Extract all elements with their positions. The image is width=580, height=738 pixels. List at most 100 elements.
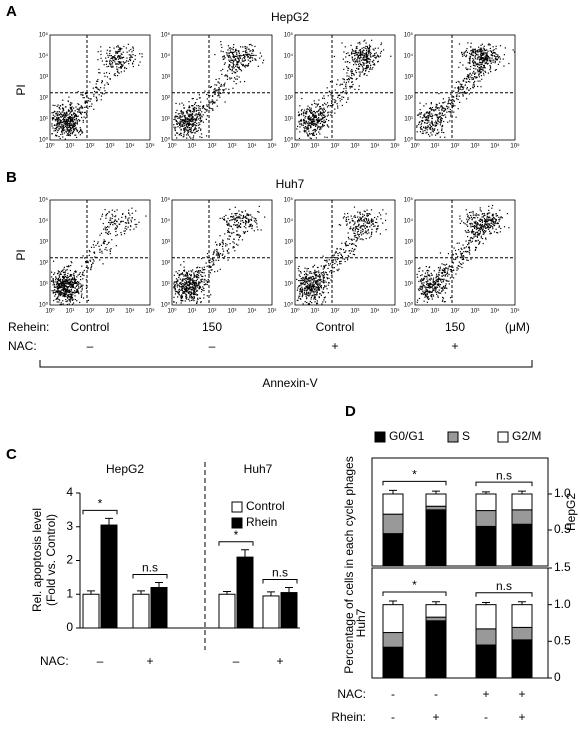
- dot: [359, 63, 360, 64]
- treatment-label: Control: [316, 320, 355, 334]
- dot: [354, 89, 355, 90]
- dot: [420, 116, 421, 117]
- dot: [475, 55, 476, 56]
- dot: [93, 247, 94, 248]
- dot: [365, 48, 366, 49]
- dot: [355, 226, 356, 227]
- dot: [472, 61, 473, 62]
- dot: [239, 57, 240, 58]
- dot: [429, 127, 430, 128]
- dot: [66, 131, 67, 132]
- dot: [70, 129, 71, 130]
- dot: [464, 55, 465, 56]
- dot: [227, 238, 228, 239]
- dot: [67, 304, 68, 305]
- dot: [73, 273, 74, 274]
- dot: [192, 124, 193, 125]
- dot: [174, 116, 175, 117]
- dot: [362, 62, 363, 63]
- dot: [356, 52, 357, 53]
- dot: [365, 228, 366, 229]
- dot: [100, 46, 101, 47]
- dot: [66, 115, 67, 116]
- dot: [66, 277, 67, 278]
- dot: [190, 279, 191, 280]
- dot: [340, 248, 341, 249]
- dot: [66, 127, 67, 128]
- dot: [194, 282, 195, 283]
- dot: [61, 124, 62, 125]
- dot: [131, 56, 132, 57]
- dot: [182, 293, 183, 294]
- dot: [234, 77, 235, 78]
- dot: [319, 287, 320, 288]
- dot: [343, 69, 344, 70]
- dot: [486, 59, 487, 60]
- dot: [109, 249, 110, 250]
- dot: [57, 106, 58, 107]
- dot: [96, 83, 97, 84]
- dot: [107, 226, 108, 227]
- dot: [473, 82, 474, 83]
- dot: [194, 107, 195, 108]
- dot: [193, 293, 194, 294]
- dot: [352, 218, 353, 219]
- dot: [103, 223, 104, 224]
- dot: [67, 281, 68, 282]
- dot: [191, 271, 192, 272]
- dot: [427, 125, 428, 126]
- dot: [107, 55, 108, 56]
- dot: [332, 225, 333, 226]
- dot: [232, 52, 233, 53]
- dot: [192, 126, 193, 127]
- dot: [58, 126, 59, 127]
- dot: [73, 284, 74, 285]
- dot: [431, 121, 432, 122]
- dot: [467, 222, 468, 223]
- dot: [348, 255, 349, 256]
- dot: [244, 233, 245, 234]
- dot: [353, 53, 354, 54]
- dot: [239, 234, 240, 235]
- dot: [189, 123, 190, 124]
- dot: [182, 114, 183, 115]
- dot: [238, 239, 239, 240]
- dot: [313, 129, 314, 130]
- dot: [424, 116, 425, 117]
- dot: [68, 280, 69, 281]
- dot: [447, 103, 448, 104]
- dot: [127, 52, 128, 53]
- dot: [485, 50, 486, 51]
- dot: [217, 255, 218, 256]
- dot: [372, 55, 373, 56]
- dot: [316, 294, 317, 295]
- dot: [234, 222, 235, 223]
- dot: [339, 85, 340, 86]
- dot: [303, 282, 304, 283]
- dot: [231, 219, 232, 220]
- dot: [183, 261, 184, 262]
- dot: [462, 56, 463, 57]
- dot: [57, 111, 58, 112]
- dot: [337, 259, 338, 260]
- dot: [491, 60, 492, 61]
- dot: [318, 286, 319, 287]
- dot: [359, 217, 360, 218]
- dot: [360, 238, 361, 239]
- dot: [199, 110, 200, 111]
- y-tick-label: 10¹: [161, 117, 170, 123]
- dot: [312, 112, 313, 113]
- dot: [207, 284, 208, 285]
- dot: [363, 47, 364, 48]
- dot: [97, 81, 98, 82]
- dot: [130, 55, 131, 56]
- dot: [370, 54, 371, 55]
- dot: [347, 79, 348, 80]
- dot: [489, 65, 490, 66]
- dot: [239, 214, 240, 215]
- dot: [324, 285, 325, 286]
- dot: [474, 73, 475, 74]
- dot: [339, 252, 340, 253]
- dot: [344, 252, 345, 253]
- dot: [206, 135, 207, 136]
